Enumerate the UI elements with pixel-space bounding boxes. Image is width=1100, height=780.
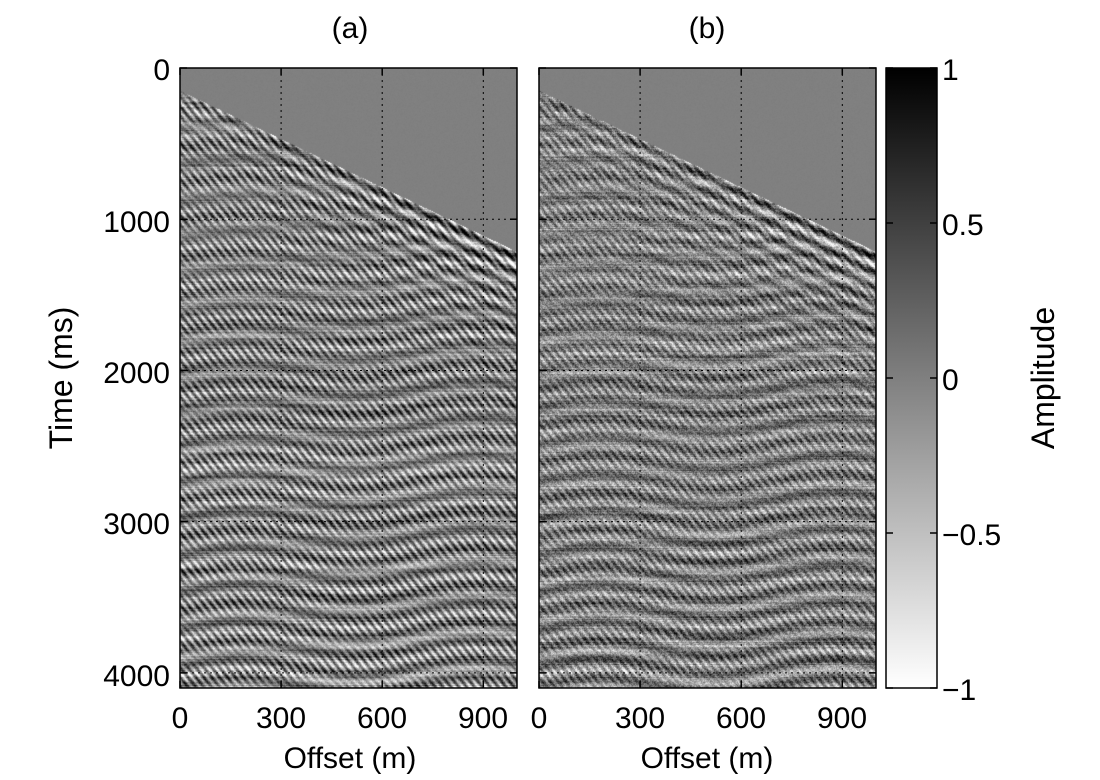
panel-b-seismic-image	[539, 68, 876, 688]
y-axis-label: Time (ms)	[43, 307, 79, 450]
panel-b-title: (b)	[689, 12, 726, 45]
panel-b-grid	[539, 68, 876, 688]
panel-a-frame	[179, 67, 518, 689]
panel-a-ytick-0: 0	[153, 54, 170, 87]
panel-b-xtick-0: 0	[531, 702, 548, 735]
colorbar-scale	[886, 68, 937, 688]
panel-a: (a) 0 1000 2000 3000 4000 0 300 600 900 …	[43, 12, 518, 775]
panel-b-seismic-texture	[539, 68, 876, 688]
colorbar-tick-1: 1	[942, 54, 959, 87]
panel-a-ytick-2000: 2000	[103, 357, 170, 390]
panel-a-ticks	[179, 67, 517, 688]
panel-a-xtick-300: 300	[256, 702, 306, 735]
panel-a-seismic-texture	[180, 68, 517, 688]
panel-a-x-axis-label: Offset (m)	[284, 742, 417, 775]
colorbar: 1 0.5 0 −0.5 −1 Amplitude	[885, 54, 1061, 707]
colorbar-ticks	[886, 67, 937, 689]
panel-a-ytick-1000: 1000	[103, 206, 170, 239]
colorbar-tick-0.5: 0.5	[942, 209, 984, 242]
panel-a-seismic-image	[180, 68, 517, 688]
panel-a-ytick-3000: 3000	[103, 508, 170, 541]
colorbar-tick-neg1: −1	[942, 674, 976, 707]
panel-b-x-tick-labels: 0 300 600 900	[531, 702, 867, 735]
panel-b-ticks	[538, 67, 876, 688]
panel-b-x-axis-label: Offset (m)	[641, 742, 774, 775]
panel-a-xtick-0: 0	[172, 702, 189, 735]
panel-b-xtick-900: 900	[817, 702, 867, 735]
panel-a-grid	[180, 68, 517, 688]
colorbar-label: Amplitude	[1025, 307, 1061, 449]
panel-a-x-tick-labels: 0 300 600 900	[172, 702, 508, 735]
panel-b-xtick-600: 600	[716, 702, 766, 735]
panel-a-ytick-4000: 4000	[103, 660, 170, 693]
colorbar-tick-neg0.5: −0.5	[942, 519, 1001, 552]
panel-a-xtick-900: 900	[458, 702, 508, 735]
panel-a-xtick-600: 600	[357, 702, 407, 735]
panel-a-title: (a)	[332, 12, 369, 45]
panel-a-y-tick-labels: 0 1000 2000 3000 4000	[103, 54, 170, 693]
panel-b: (b) 0 300 600 900 Offset (m)	[531, 12, 877, 775]
panel-b-xtick-300: 300	[615, 702, 665, 735]
colorbar-tick-0: 0	[942, 364, 959, 397]
panel-b-frame	[538, 67, 877, 689]
